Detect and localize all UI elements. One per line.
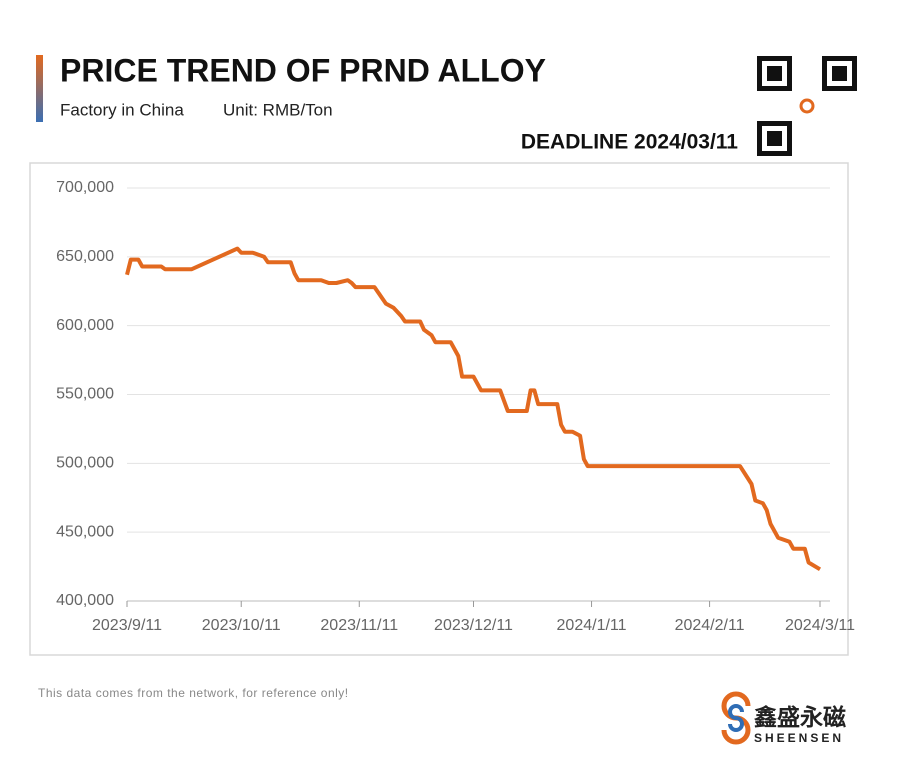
qr-finder xyxy=(767,131,782,146)
chart-frame xyxy=(29,162,849,656)
subtitle: Factory in China xyxy=(60,100,184,119)
y-tick-label: 450,000 xyxy=(56,523,114,540)
qr-finder xyxy=(757,121,792,156)
qr-code xyxy=(757,56,857,156)
x-tick-label: 2023/12/11 xyxy=(434,617,513,634)
x-tick-label: 2023/10/11 xyxy=(202,617,281,634)
deadline: DEADLINE 2024/03/11 xyxy=(521,131,738,154)
x-tick-label: 2023/9/11 xyxy=(92,617,162,634)
y-tick-label: 650,000 xyxy=(56,248,114,265)
x-tick-label: 2023/11/11 xyxy=(320,617,398,634)
accent-bar xyxy=(36,55,43,122)
y-tick-label: 700,000 xyxy=(56,179,114,196)
plot: 400,000 450,000 500,000 550,000 600,000 650,0… xyxy=(56,179,855,634)
footnote: This data comes from the network, for re… xyxy=(38,686,349,700)
logo xyxy=(721,691,751,745)
unit: Unit: RMB/Ton xyxy=(223,100,333,119)
y-tick-label: 400,000 xyxy=(56,592,114,609)
qr-logo xyxy=(799,98,815,114)
x-tick-label: 2024/3/11 xyxy=(785,617,855,634)
brand-en: SHEENSEN xyxy=(754,731,844,745)
y-tick-label: 500,000 xyxy=(56,455,114,472)
x-tick-label: 2024/2/11 xyxy=(675,617,745,634)
title: PRICE TREND OF PRND ALLOY xyxy=(60,52,546,88)
x-tick-label: 2024/1/11 xyxy=(557,617,627,634)
qr-finder xyxy=(832,66,847,81)
y-tick-label: 550,000 xyxy=(56,386,114,403)
brand: 鑫盛永磁 xyxy=(753,704,846,730)
y-tick-label: 600,000 xyxy=(56,317,114,334)
price-line xyxy=(125,246,822,572)
qr-finder xyxy=(767,66,782,81)
